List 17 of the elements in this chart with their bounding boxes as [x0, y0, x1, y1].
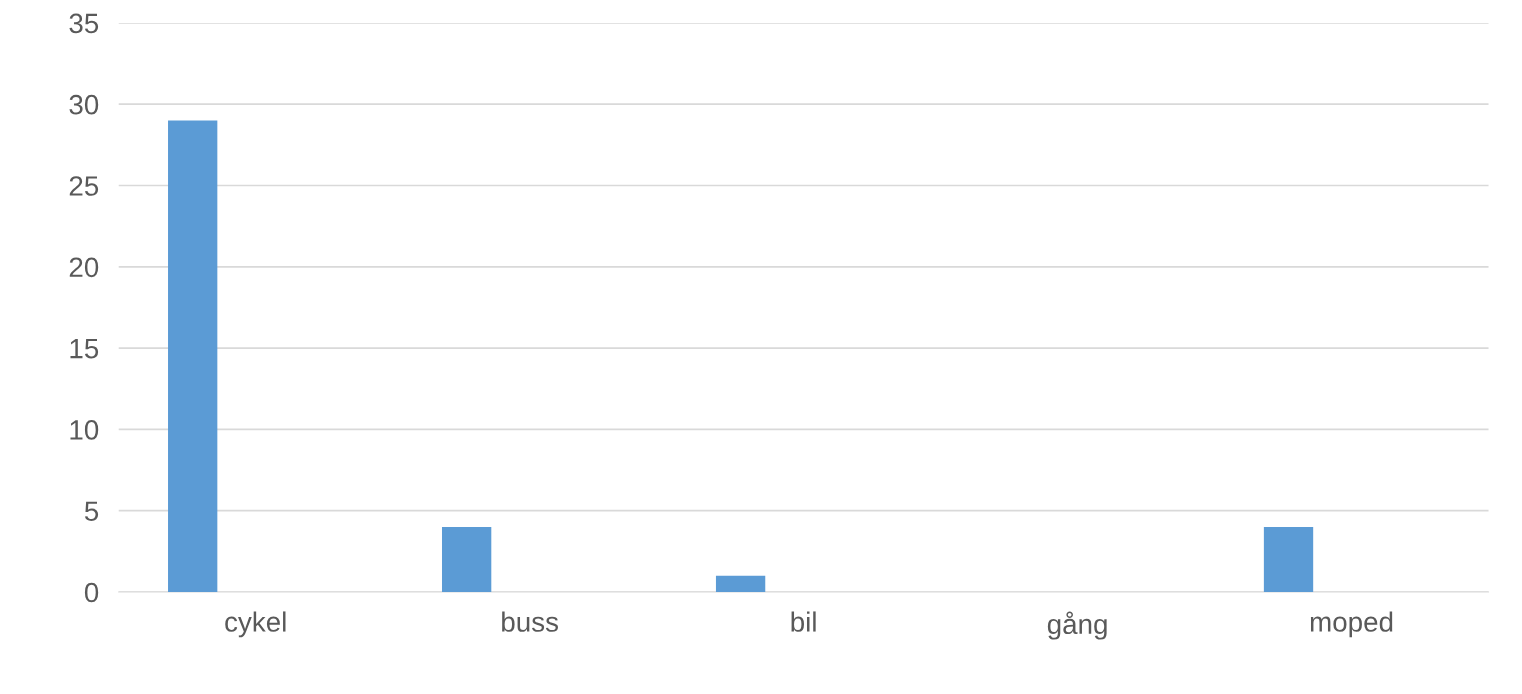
bar — [1263, 526, 1314, 592]
y-tick-label: 0 — [84, 582, 99, 603]
x-tick-label: cykel — [225, 611, 286, 638]
y-tick-label: 20 — [69, 257, 99, 278]
bar — [715, 575, 766, 592]
y-tick-label: 15 — [70, 339, 99, 359]
x-tick-label: bil — [791, 611, 816, 632]
y-tick-label: 25 — [69, 176, 99, 196]
y-tick-label: 5 — [84, 501, 99, 522]
x-tick-label: moped — [1310, 611, 1393, 638]
x-tick-label: buss — [502, 611, 558, 632]
bar — [168, 120, 218, 592]
y-tick-label: 35 — [69, 13, 99, 34]
x-tick-label: gång — [1047, 611, 1107, 640]
y-tick-label: 30 — [69, 94, 99, 115]
y-tick-label: 10 — [70, 420, 99, 440]
bar — [441, 526, 492, 592]
